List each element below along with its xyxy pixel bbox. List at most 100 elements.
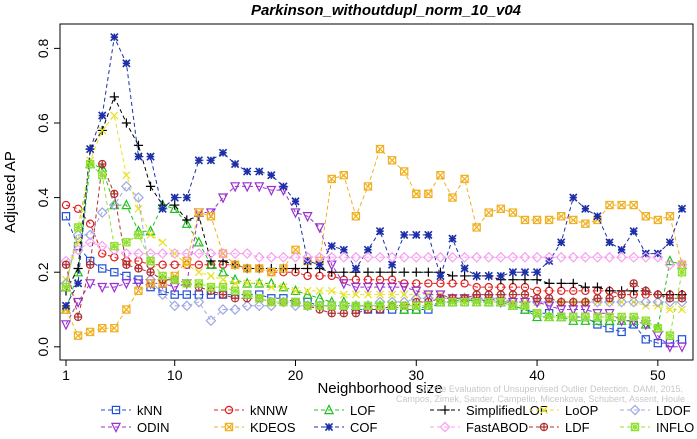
- data-point-fastabod: [398, 251, 410, 263]
- data-point-cof: [61, 301, 71, 310]
- data-point-inflo: [375, 301, 385, 310]
- data-point-cof: [424, 230, 433, 240]
- legend-marker-fastabod: [439, 421, 451, 433]
- data-point-knn: [110, 268, 119, 277]
- data-point-cof: [158, 204, 167, 213]
- data-point-ldf: [122, 260, 131, 269]
- data-point-kdeos: [424, 189, 433, 199]
- data-point-loop: [351, 290, 360, 299]
- data-point-fastabod: [374, 251, 386, 263]
- data-point-simplifiedlof: [604, 286, 615, 296]
- series-line-simplifiedlof: [65, 95, 682, 296]
- data-point-inflo: [412, 301, 421, 310]
- x-tick-label: 30: [408, 367, 424, 383]
- legend-marker-knn: [111, 405, 121, 415]
- series-odin: [60, 182, 688, 353]
- data-point-fastabod: [362, 251, 374, 263]
- data-point-ldof: [640, 296, 652, 308]
- data-point-fastabod: [314, 251, 326, 263]
- data-point-fastabod: [265, 251, 277, 263]
- data-point-simplifiedlof: [592, 282, 603, 292]
- data-point-ldof: [628, 296, 640, 308]
- data-point-cof: [593, 212, 602, 221]
- x-tick-label: 40: [529, 367, 545, 383]
- data-point-ldf: [484, 290, 493, 299]
- data-point-loop: [641, 301, 650, 310]
- data-point-loop: [98, 126, 107, 135]
- data-point-inflo: [436, 297, 445, 307]
- data-point-inflo: [677, 268, 687, 277]
- series-line-knnw: [65, 204, 682, 296]
- data-point-odin: [350, 282, 361, 294]
- data-point-loop: [315, 286, 324, 295]
- data-point-lof: [242, 277, 253, 288]
- data-point-loop: [194, 268, 203, 277]
- y-tick-label: 0.8: [35, 38, 51, 58]
- data-point-loop: [267, 283, 276, 292]
- data-point-kdeos: [653, 215, 663, 225]
- data-point-loop: [122, 171, 131, 180]
- data-point-knnw: [424, 279, 433, 288]
- data-point-fastabod: [277, 251, 289, 263]
- data-point-inflo: [146, 256, 155, 266]
- legend-marker-cof: [324, 422, 334, 432]
- data-point-fastabod: [471, 251, 483, 263]
- data-point-odin: [399, 282, 410, 294]
- legend-item-fastabod: FastABOD: [430, 420, 528, 435]
- data-point-cof: [605, 238, 614, 247]
- legend-marker-odin: [110, 422, 122, 433]
- data-point-kdeos: [110, 323, 119, 333]
- data-point-ldf: [327, 309, 336, 318]
- data-point-odin: [362, 282, 374, 294]
- legend-marker-ldf: [539, 422, 549, 432]
- data-point-cof: [400, 230, 409, 240]
- data-point-loop: [110, 111, 119, 120]
- data-point-fastabod: [410, 251, 422, 263]
- data-point-kdeos: [448, 193, 457, 202]
- data-point-inflo: [122, 238, 131, 247]
- legend-marker-lof: [323, 404, 335, 415]
- data-point-inflo: [351, 301, 361, 310]
- y-tick-label: 0.6: [35, 113, 51, 133]
- data-point-odin: [60, 320, 72, 331]
- data-point-simplifiedlof: [580, 282, 590, 292]
- data-point-cof: [677, 204, 687, 213]
- data-point-ldof: [157, 289, 169, 301]
- data-point-kdeos: [399, 167, 409, 176]
- data-point-cof: [122, 59, 131, 68]
- series-line-odin: [65, 185, 682, 348]
- data-point-knnw: [170, 260, 179, 269]
- data-point-inflo: [629, 312, 638, 322]
- data-point-kdeos: [339, 171, 349, 180]
- data-point-loop: [243, 279, 252, 288]
- data-point-lof: [266, 277, 277, 288]
- data-point-kdeos: [508, 208, 518, 217]
- data-point-odin: [133, 279, 144, 290]
- data-point-fastabod: [217, 248, 229, 259]
- data-point-cof: [170, 193, 179, 202]
- data-point-simplifiedlof: [290, 263, 301, 274]
- data-point-cof: [448, 234, 457, 243]
- data-point-odin: [387, 282, 398, 294]
- data-point-ldof: [169, 300, 181, 312]
- data-point-kdeos: [122, 305, 131, 314]
- data-point-lof: [193, 236, 204, 247]
- legend-item-knnw: kNNW: [214, 403, 288, 418]
- data-point-ldf: [73, 312, 83, 322]
- data-point-ldf: [617, 290, 626, 299]
- data-point-cof: [351, 264, 361, 273]
- data-point-fastabod: [193, 248, 205, 259]
- data-point-inflo: [134, 230, 143, 240]
- data-point-inflo: [617, 312, 626, 322]
- data-point-lof: [664, 255, 675, 266]
- data-point-inflo: [85, 159, 95, 169]
- data-point-loop: [363, 290, 372, 299]
- data-point-ldof: [133, 192, 144, 204]
- data-point-loop: [231, 279, 240, 288]
- series-layer: [60, 33, 688, 353]
- data-point-kdeos: [665, 212, 675, 221]
- data-point-kdeos: [605, 200, 614, 210]
- data-point-kdeos: [291, 245, 300, 255]
- data-point-ldf: [339, 309, 349, 318]
- legend-label-loop: LoOP: [565, 403, 598, 418]
